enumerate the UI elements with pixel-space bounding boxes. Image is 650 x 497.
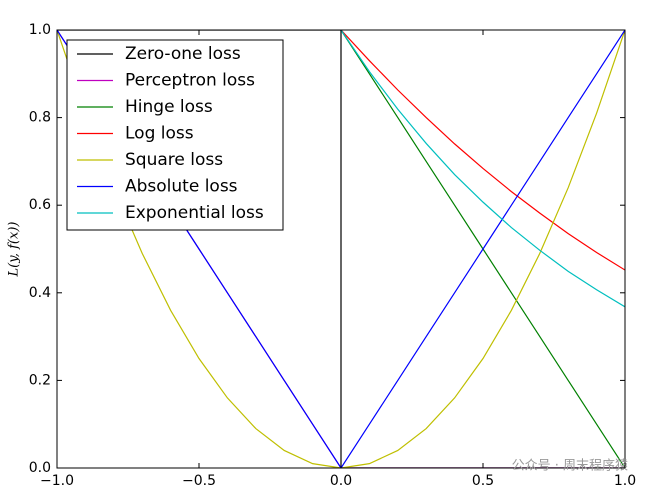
legend-label: Zero-one loss xyxy=(125,44,241,64)
legend-label: Absolute loss xyxy=(125,177,238,197)
legend-label: Hinge loss xyxy=(125,97,213,117)
loss-line xyxy=(340,30,625,271)
y-tick-label: 0.2 xyxy=(29,372,51,388)
x-tick-label: −1.0 xyxy=(40,473,74,489)
loss-line xyxy=(340,30,625,308)
x-tick-label: 0.5 xyxy=(472,473,494,489)
y-axis-label: L(y, f(x)) xyxy=(7,222,22,278)
loss-line xyxy=(340,30,625,468)
loss-line xyxy=(57,30,625,468)
legend-box xyxy=(66,39,284,231)
x-tick-label: 1.0 xyxy=(614,473,636,489)
y-tick-label: 1.0 xyxy=(29,22,51,38)
x-tick-label: −0.5 xyxy=(182,473,216,489)
watermark: 公众号 · 周末程序猿 xyxy=(512,459,628,474)
y-tick-label: 0.8 xyxy=(29,110,51,126)
x-tick-label: 0.0 xyxy=(330,473,352,489)
y-tick-label: 0.0 xyxy=(29,460,51,476)
y-tick-label: 0.4 xyxy=(29,285,51,301)
legend-label: Square loss xyxy=(125,150,223,170)
legend-label: Perceptron loss xyxy=(125,71,255,91)
loss-line xyxy=(57,30,625,468)
legend-label: Exponential loss xyxy=(125,203,264,223)
legend-label: Log loss xyxy=(125,124,194,144)
y-tick-label: 0.6 xyxy=(29,197,51,213)
